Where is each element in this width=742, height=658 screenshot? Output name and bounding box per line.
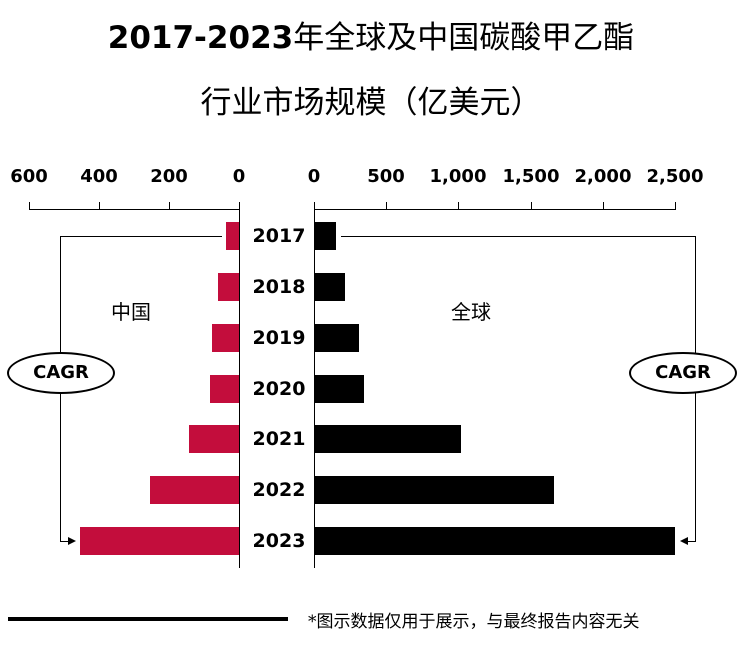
left-axis-zero-line (239, 202, 240, 568)
bar-china-2017 (226, 222, 239, 250)
left-axis-tickmark (169, 202, 170, 210)
bar-china-2022 (150, 476, 239, 504)
left-axis-tick: 0 (232, 166, 246, 187)
chart-title-line1: 2017-2023年全球及中国碳酸甲乙酯 (0, 12, 742, 57)
bar-china-2018 (218, 273, 239, 301)
footnote: *图示数据仅用于展示，与最终报告内容无关 (308, 612, 640, 632)
left-axis-baseline (29, 209, 240, 210)
right-axis-tickmark (458, 202, 459, 210)
year-label: 2017 (252, 225, 306, 247)
cagr-connector-left-bottom (60, 541, 68, 542)
bar-china-2019 (212, 324, 239, 352)
year-label: 2018 (252, 276, 306, 298)
cagr-badge-right: CAGR (629, 352, 737, 394)
year-label: 2021 (252, 428, 306, 450)
bar-global-2017 (315, 222, 336, 250)
bar-global-2018 (315, 273, 345, 301)
chart-title-line2: 行业市场规模（亿美元） (200, 85, 542, 121)
bar-global-2022 (315, 476, 554, 504)
right-axis-tick: 2,000 (574, 166, 632, 187)
right-axis-tickmark (603, 202, 604, 210)
cagr-connector-right-top (341, 236, 696, 237)
year-label: 2020 (252, 378, 306, 400)
year-label: 2019 (252, 327, 306, 349)
cagr-connector-right-bottom (687, 541, 696, 542)
right-axis-tickmark (675, 202, 676, 210)
right-axis-tick: 0 (307, 166, 321, 187)
right-axis-tickmark (386, 202, 387, 210)
arrow-right-icon (68, 537, 76, 545)
year-label: 2022 (252, 479, 306, 501)
right-axis-tick: 1,500 (502, 166, 560, 187)
cagr-connector-left-top (60, 236, 222, 237)
title-years: 2017-2023 (107, 20, 294, 56)
bar-china-2021 (189, 425, 239, 453)
arrow-left-icon (680, 537, 688, 545)
right-axis-tick: 500 (367, 166, 405, 187)
bar-global-2019 (315, 324, 359, 352)
left-axis-tickmark (29, 202, 30, 210)
right-axis-zero-line (314, 202, 315, 568)
footer-rule (8, 617, 288, 621)
cagr-badge-left: CAGR (7, 352, 115, 394)
bar-china-2020 (210, 375, 239, 403)
right-axis-baseline (314, 209, 676, 210)
left-axis-tickmark (99, 202, 100, 210)
title-text: 年全球及中国碳酸甲乙酯 (293, 20, 635, 56)
left-axis-tick: 400 (80, 166, 118, 187)
bar-global-2023 (315, 527, 675, 555)
year-label: 2023 (252, 530, 306, 552)
right-axis-tick: 2,500 (646, 166, 704, 187)
bar-global-2021 (315, 425, 461, 453)
left-axis-tick: 600 (10, 166, 48, 187)
series-label-global: 全球 (451, 300, 491, 324)
left-axis-tick: 200 (150, 166, 188, 187)
right-axis-tick: 1,000 (429, 166, 487, 187)
bar-global-2020 (315, 375, 364, 403)
right-axis-tickmark (531, 202, 532, 210)
bar-china-2023 (80, 527, 239, 555)
series-label-china: 中国 (111, 300, 151, 324)
